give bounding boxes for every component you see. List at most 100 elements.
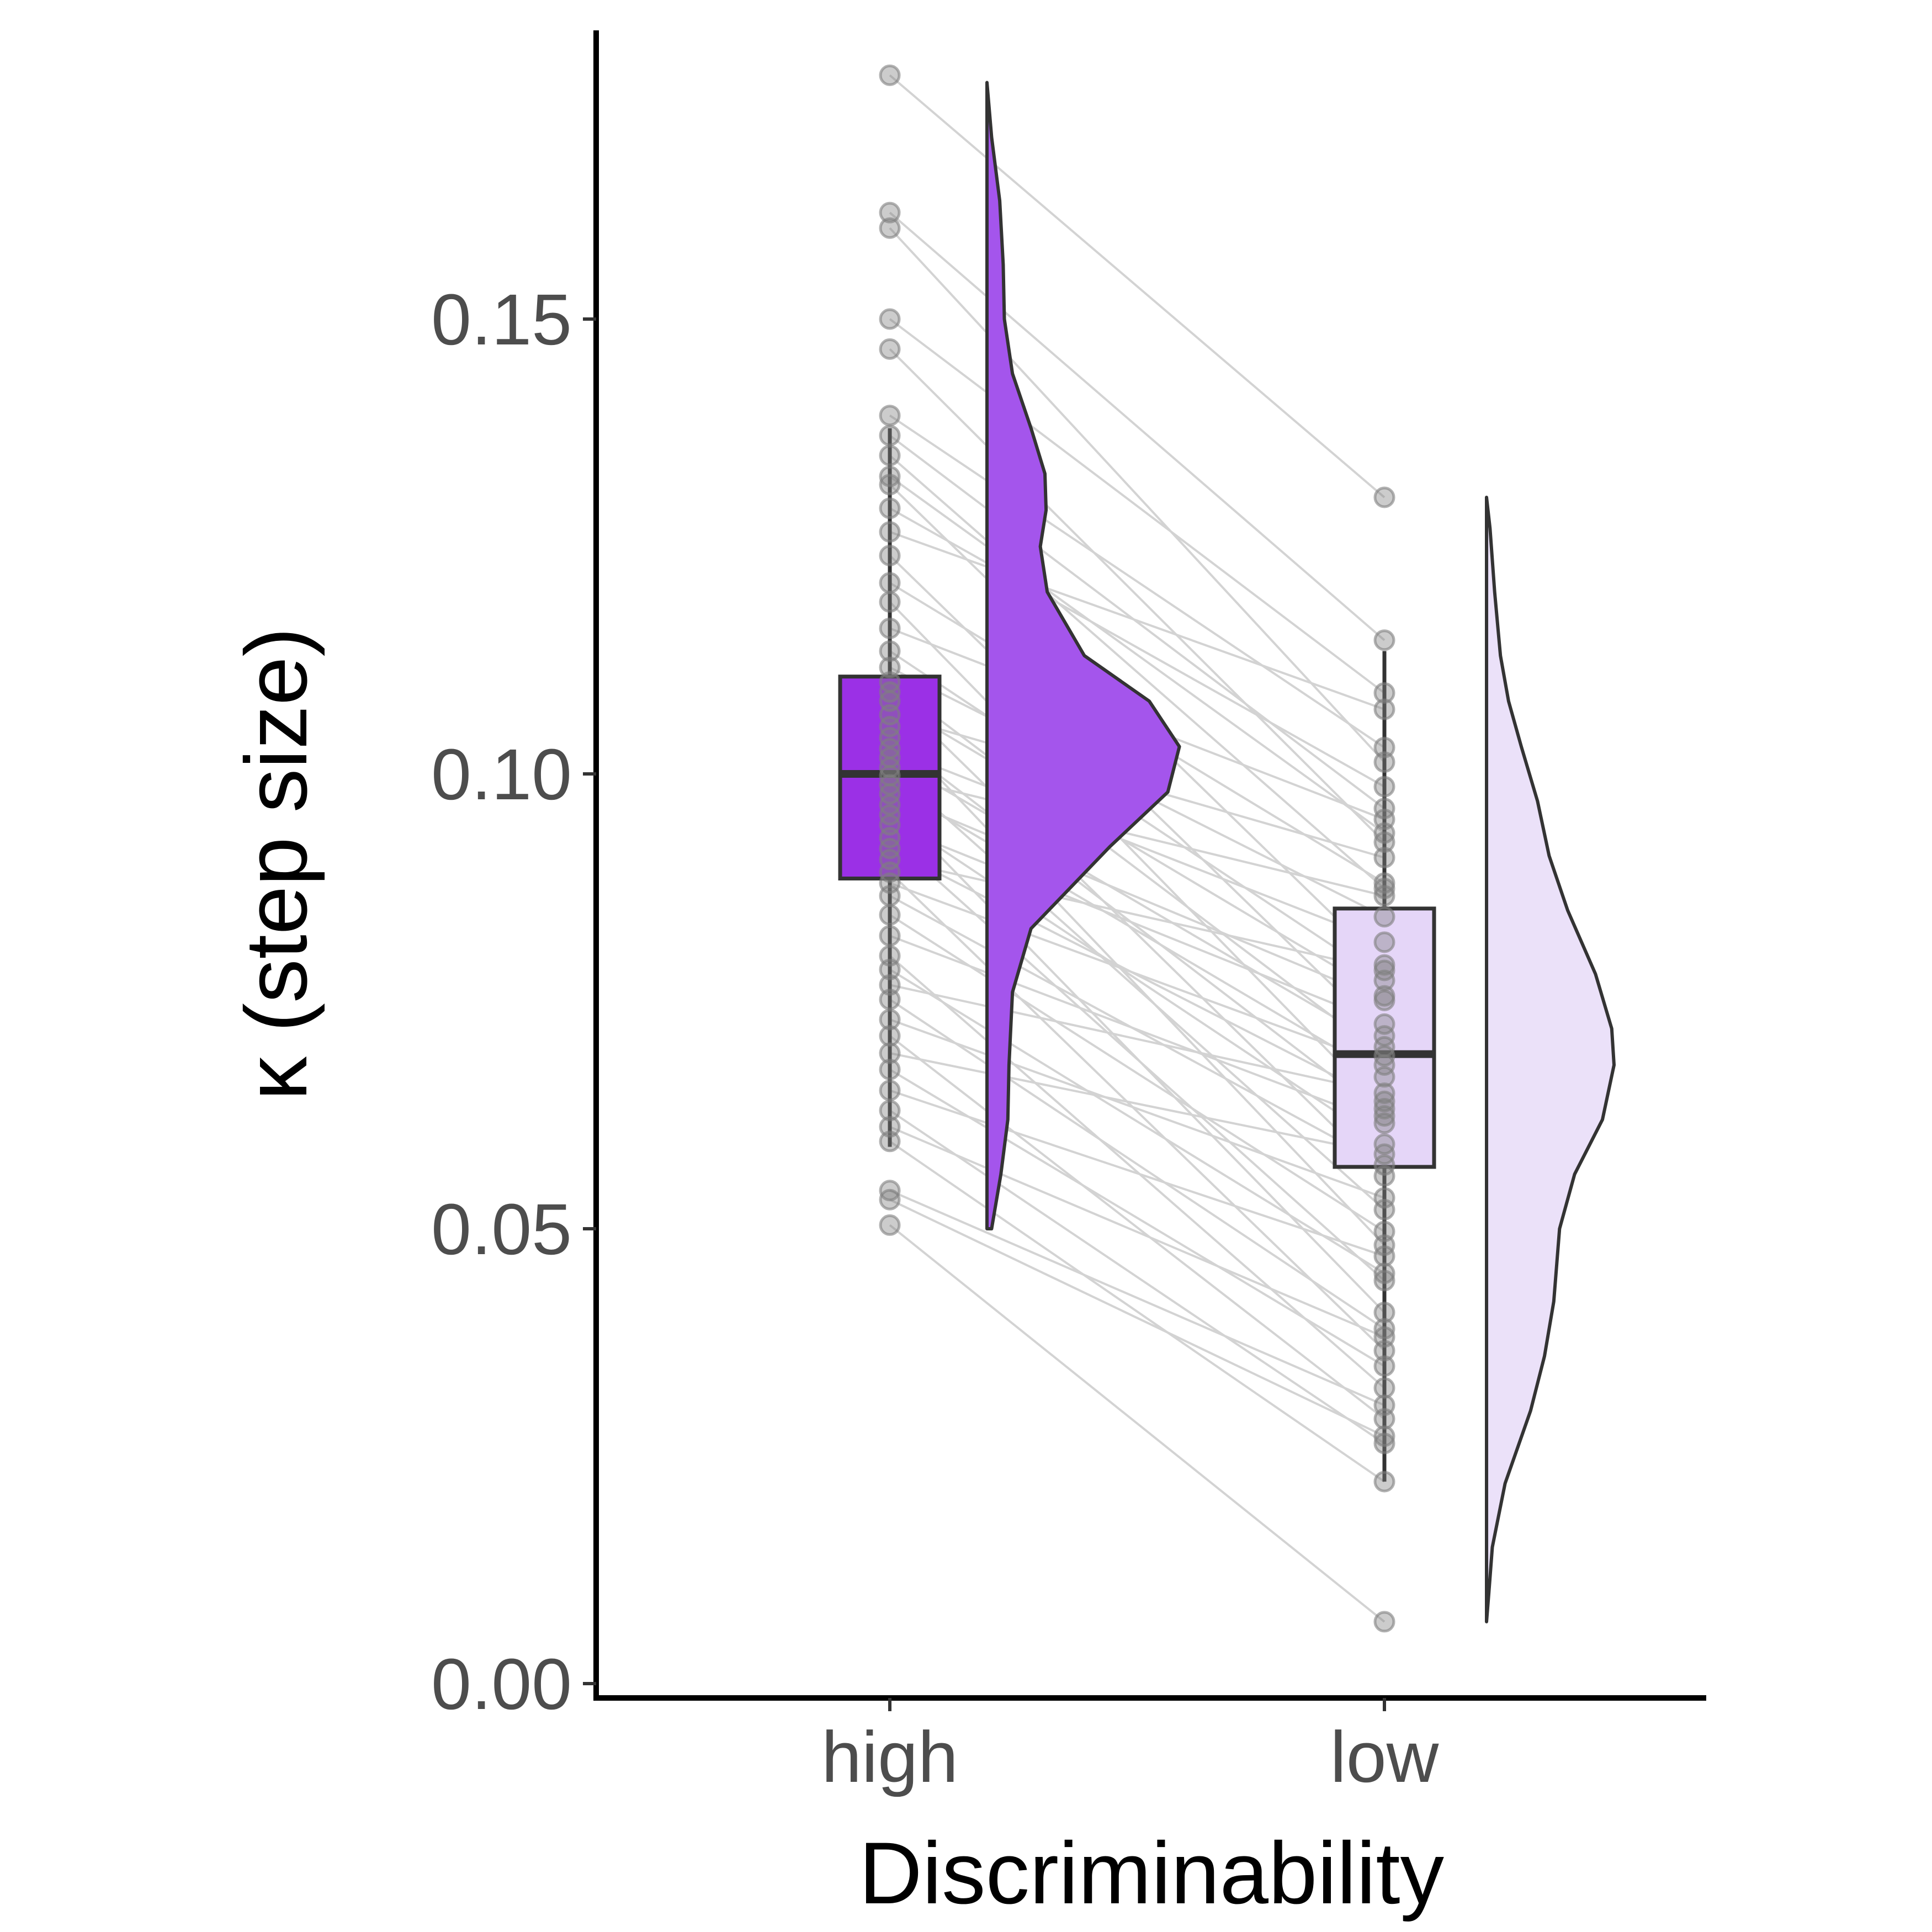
point-high — [879, 591, 901, 613]
point-high — [879, 989, 901, 1011]
point-low — [1373, 1377, 1395, 1399]
point-low — [1373, 629, 1395, 651]
point-low — [1373, 1425, 1395, 1447]
pair-line — [889, 1035, 1386, 1420]
point-low — [1373, 1394, 1395, 1416]
point-low — [1373, 906, 1395, 928]
point-low — [1373, 682, 1395, 704]
pair-line — [889, 530, 1385, 710]
point-high — [879, 405, 901, 427]
pair-line — [889, 793, 1385, 1002]
density-low — [1485, 496, 1616, 1623]
pair-line — [889, 824, 1385, 1026]
ticks-layer: 0.00 0.05 0.10 0.15 high low — [431, 279, 1439, 1797]
point-high — [879, 715, 901, 737]
pair-line — [889, 691, 1386, 1177]
point-high — [879, 640, 901, 662]
pair-line — [889, 882, 1385, 1066]
pair-line — [889, 1052, 1385, 1155]
y-tick-label: 0.00 — [431, 1643, 572, 1724]
pair-line — [889, 318, 1386, 694]
pair-line — [889, 999, 1386, 1330]
pair-line — [889, 784, 1386, 1078]
point-high — [879, 974, 901, 996]
point-low — [1373, 798, 1395, 820]
point-high — [879, 837, 901, 859]
point-high — [879, 617, 901, 639]
point-low — [1373, 1302, 1395, 1324]
point-low — [1373, 931, 1395, 953]
point-low — [1373, 1245, 1395, 1267]
point-high — [879, 572, 901, 594]
point-low — [1373, 1105, 1395, 1127]
pair-line — [889, 507, 1385, 788]
point-low — [1373, 776, 1395, 798]
point-low — [1373, 1432, 1395, 1455]
point-high — [879, 1080, 901, 1102]
point-high — [879, 444, 901, 466]
point-high — [879, 1100, 901, 1122]
point-high — [879, 861, 901, 883]
point-high — [879, 826, 901, 848]
point-low — [1373, 959, 1395, 981]
point-low — [1373, 1143, 1395, 1165]
point-high — [879, 1116, 901, 1138]
pair-line — [889, 454, 1386, 890]
point-high — [879, 201, 901, 224]
pair-line — [889, 935, 1385, 1124]
axes-layer — [593, 30, 1706, 1701]
point-low — [1373, 1355, 1395, 1377]
pair-line — [889, 601, 1386, 1110]
point-high — [879, 544, 901, 566]
point-high — [879, 1009, 901, 1031]
point-low — [1373, 1097, 1395, 1119]
point-low — [1373, 808, 1395, 830]
pair-line — [889, 1110, 1386, 1445]
point-low — [1373, 486, 1395, 508]
x-tick-label: low — [1330, 1716, 1439, 1797]
x-axis-title: Discriminability — [859, 1824, 1445, 1922]
point-high — [879, 885, 901, 907]
point-high — [879, 217, 901, 239]
point-low — [1373, 1220, 1395, 1243]
point-high — [879, 474, 901, 496]
pair-line — [889, 836, 1386, 1282]
point-high — [879, 308, 901, 330]
point-high — [879, 904, 901, 926]
y-axis-title: κ (step size) — [227, 627, 325, 1100]
y-tick-label: 0.10 — [431, 734, 572, 815]
pair-line — [889, 227, 1386, 763]
point-low — [1373, 1187, 1395, 1209]
point-low — [1373, 885, 1395, 907]
pair-line — [889, 415, 1386, 749]
point-low — [1373, 1471, 1395, 1493]
pair-line — [889, 984, 1385, 1095]
point-high — [879, 497, 901, 519]
paired-lines-layer — [889, 74, 1386, 1623]
point-low — [1373, 698, 1395, 720]
point-low — [1373, 1611, 1395, 1633]
point-low — [1373, 878, 1395, 900]
point-high — [879, 783, 901, 805]
x-tick-label: high — [821, 1716, 958, 1797]
pair-line — [889, 348, 1386, 843]
pair-line — [889, 736, 1386, 1117]
pair-line — [889, 871, 1386, 1352]
pair-line — [889, 747, 1385, 943]
pair-line — [889, 1189, 1385, 1406]
point-low — [1373, 751, 1395, 773]
point-low — [1373, 847, 1395, 869]
point-high — [879, 1214, 901, 1236]
pair-line — [889, 766, 1386, 1211]
pair-line — [889, 1089, 1385, 1257]
point-low — [1373, 1165, 1395, 1187]
point-high — [879, 1059, 901, 1081]
point-low — [1373, 1326, 1395, 1348]
pair-line — [889, 475, 1386, 834]
point-low — [1373, 1036, 1395, 1058]
point-high — [879, 925, 901, 947]
point-high — [879, 1130, 901, 1153]
pair-line — [889, 968, 1386, 1275]
pair-line — [889, 858, 1385, 972]
pair-line — [889, 1140, 1386, 1483]
